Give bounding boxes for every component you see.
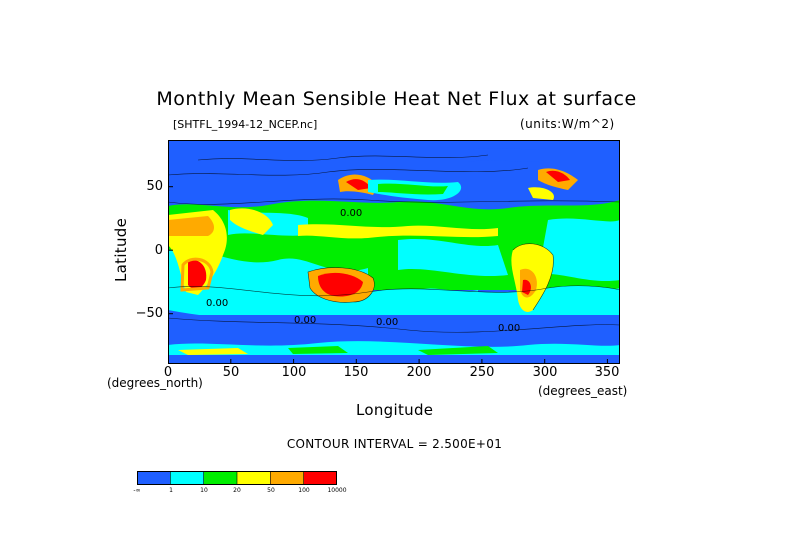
contour-label: 0.00 — [376, 317, 398, 328]
colorbar — [137, 471, 337, 485]
colorbar-tick: 50 — [267, 487, 275, 494]
y-tick-label: 0 — [154, 243, 163, 258]
colorbar-swatch — [203, 471, 237, 485]
file-label: [SHTFL_1994-12_NCEP.nc] — [173, 118, 318, 131]
x-tick-label: 50 — [222, 365, 240, 380]
contour-label: 0.00 — [294, 315, 316, 326]
colorbar-swatch — [270, 471, 304, 485]
x-unit-left: (degrees_north) — [107, 376, 203, 390]
axis-ticks — [168, 186, 608, 364]
y-tick-label: −50 — [135, 306, 163, 321]
x-unit-right: (degrees_east) — [538, 384, 628, 398]
atlantic-cyan — [538, 218, 620, 282]
x-tick-label: 150 — [343, 365, 369, 380]
x-tick-label: 250 — [469, 365, 495, 380]
contour-label: 0.00 — [340, 208, 362, 219]
plot-frame — [168, 140, 620, 364]
colorbar-tick: 100 — [298, 487, 310, 494]
contour-label: 0.00 — [498, 323, 520, 334]
y-axis-label: Latitude — [112, 217, 130, 282]
colorbar-swatch — [237, 471, 271, 485]
southern-africa-hot — [188, 259, 207, 290]
x-tick-label: 0 — [163, 365, 173, 380]
y-tick-label: 50 — [146, 179, 163, 194]
heatmap-plot: 0.00 0.00 0.00 0.00 0.00 — [168, 140, 620, 364]
contour-label: 0.00 — [206, 298, 228, 309]
x-tick-label: 350 — [594, 365, 620, 380]
contour-lines — [168, 154, 620, 333]
x-tick-label: 300 — [532, 365, 558, 380]
colorbar-tick: 20 — [233, 487, 241, 494]
colorbar-tick: 1 — [169, 487, 173, 494]
tropical-yellow — [298, 224, 498, 239]
colorbar-tick: -∞ — [133, 487, 141, 494]
x-tick-label: 200 — [406, 365, 432, 380]
contour-interval: CONTOUR INTERVAL = 2.500E+01 — [286, 437, 503, 451]
colorbar-swatch — [170, 471, 204, 485]
x-axis-label: Longitude — [356, 401, 434, 419]
colorbar-swatch — [137, 471, 171, 485]
colorbar-tick: 10000 — [327, 487, 347, 494]
x-tick-label: 100 — [281, 365, 307, 380]
units-label: (units:W/m^2) — [520, 117, 615, 131]
colorbar-swatch — [303, 471, 337, 485]
colorbar-tick: 10 — [200, 487, 208, 494]
chart-title: Monthly Mean Sensible Heat Net Flux at s… — [156, 88, 637, 110]
southern-ocean-cyan — [168, 285, 620, 315]
